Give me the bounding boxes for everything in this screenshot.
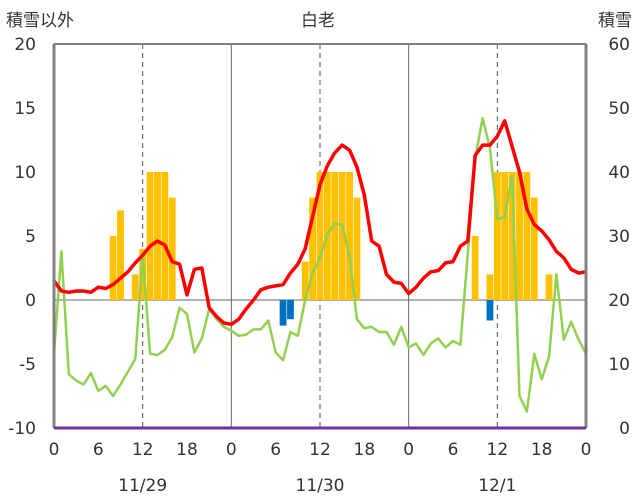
x-ticks: 0 6 12 18 0 6 12 18 0 6 12 18 0 [49,440,592,460]
chart-title: 白老 [301,11,335,31]
x-tick: 12 [487,440,509,460]
orange-bar [139,248,147,300]
orange-bar [146,172,154,300]
orange-bar [154,172,161,300]
left-y-tick: 15 [14,99,36,119]
right-axis-label: 積雪 [598,11,632,31]
orange-bar [486,274,494,300]
right-y-tick: 0 [619,419,630,439]
orange-bar [131,274,139,300]
plot-frame [52,43,588,430]
left-axis-label: 積雪以外 [6,11,74,31]
orange-bar [301,261,309,300]
orange-bar [316,172,324,300]
orange-bar [168,197,176,300]
blue-bar [279,300,287,326]
x-tick: 6 [448,440,459,460]
orange-bar [545,274,553,300]
x-tick: 0 [49,440,60,460]
orange-bar [493,172,501,300]
left-y-tick: -5 [19,355,36,375]
right-y-tick: 60 [608,35,630,55]
right-y-tick: 40 [608,163,630,183]
orange-bar [501,172,509,300]
x-tick: 0 [581,440,592,460]
right-y-tick: 20 [608,291,630,311]
right-y-tick: 30 [608,227,630,247]
x-tick: 0 [403,440,414,460]
date-label: 11/29 [118,476,167,496]
orange-bar [338,172,346,300]
left-y-tick: -10 [8,419,36,439]
x-tick: 18 [176,440,198,460]
orange-bar [309,197,317,300]
left-y-tick: 20 [14,35,36,55]
blue-bar [287,300,294,320]
left-y-ticks: 20 15 10 5 0 -5 -10 [8,35,36,439]
bars [109,172,553,326]
x-tick: 12 [309,440,331,460]
orange-bar [530,197,538,300]
red-series-line [52,119,587,327]
lines [52,116,588,413]
left-y-tick: 5 [25,227,36,247]
orange-bar [523,172,531,300]
right-y-ticks: 60 50 40 30 20 10 0 [608,35,630,439]
orange-bar [109,236,117,300]
date-label: 12/1 [478,476,516,496]
blue-bar [486,300,494,321]
x-tick: 0 [226,440,237,460]
orange-bar [117,210,124,300]
x-tick: 6 [93,440,104,460]
date-labels: 11/29 11/30 12/1 [118,476,516,496]
orange-bar [331,172,339,300]
x-tick: 18 [531,440,553,460]
x-tick: 18 [354,440,376,460]
right-y-tick: 10 [608,355,630,375]
date-label: 11/30 [296,476,345,496]
orange-bar [516,172,523,300]
orange-bar [508,172,516,300]
orange-bar [161,172,169,300]
orange-bar [346,172,353,300]
orange-bar [353,197,361,300]
left-y-tick: 0 [25,291,36,311]
x-tick: 12 [132,440,154,460]
right-y-tick: 50 [608,99,630,119]
x-tick: 6 [270,440,281,460]
left-y-tick: 10 [14,163,36,183]
orange-bar [471,236,479,300]
